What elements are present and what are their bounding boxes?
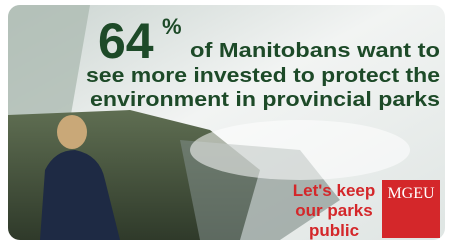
headline-line: of Manitobans want to xyxy=(190,40,440,62)
page: 64 % of Manitobans want to see more inve… xyxy=(0,0,453,245)
headline-unit: % xyxy=(162,14,182,39)
person-head xyxy=(57,115,87,149)
headline-line: environment in provincial parks xyxy=(90,89,440,111)
slogan-line: public xyxy=(309,221,359,240)
logo-text: MGEU xyxy=(387,185,435,202)
headline-figure: 64 xyxy=(98,13,154,69)
headline-line: see more invested to protect the xyxy=(86,65,440,87)
ad-card: 64 % of Manitobans want to see more inve… xyxy=(0,0,453,245)
slogan-line: our parks xyxy=(295,201,372,220)
slogan-line: Let's keep xyxy=(293,181,375,200)
